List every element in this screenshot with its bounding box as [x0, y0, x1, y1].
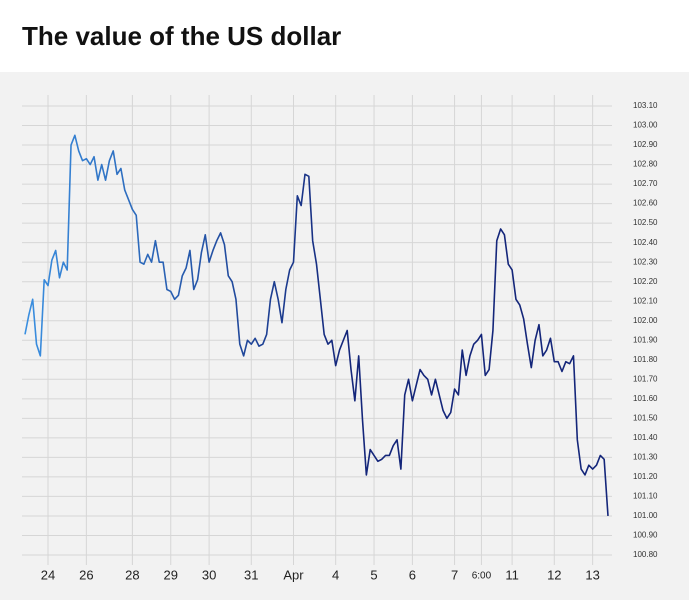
y-tick-label: 101.50	[633, 413, 658, 422]
y-tick-label: 101.90	[633, 335, 658, 344]
x-tick-label: 12	[547, 567, 561, 582]
x-tick-label: 30	[202, 567, 216, 582]
x-tick-label: 28	[125, 567, 139, 582]
y-tick-label: 102.40	[633, 238, 658, 247]
y-tick-label: 101.20	[633, 472, 658, 481]
y-tick-label: 102.60	[633, 199, 658, 208]
y-tick-label: 100.80	[633, 550, 658, 559]
chart-title: The value of the US dollar	[22, 21, 341, 51]
x-tick-label: 11	[505, 567, 519, 582]
y-tick-label: 102.90	[633, 140, 658, 149]
y-tick-label: 102.00	[633, 316, 658, 325]
y-tick-label: 101.80	[633, 355, 658, 364]
line	[24, 134, 609, 517]
y-tick-label: 103.10	[633, 101, 658, 110]
x-tick-label: 6:00	[472, 571, 492, 582]
x-tick-label: 29	[164, 567, 178, 582]
y-tick-label: 102.80	[633, 160, 658, 169]
y-tick-label: 101.40	[633, 433, 658, 442]
y-tick-label: 101.30	[633, 453, 658, 462]
x-tick-label: 26	[79, 567, 93, 582]
y-tick-label: 100.90	[633, 531, 658, 540]
y-tick-label: 101.10	[633, 492, 658, 501]
x-tick-label: 7	[451, 567, 458, 582]
x-tick-label: 5	[370, 567, 377, 582]
y-tick-label: 102.20	[633, 277, 658, 286]
y-tick-label: 102.50	[633, 218, 658, 227]
x-tick-label: 6	[409, 567, 416, 582]
x-tick-label: 13	[585, 567, 599, 582]
x-tick-label: 31	[244, 567, 258, 582]
y-tick-label: 101.70	[633, 374, 658, 383]
y-tick-label: 102.10	[633, 296, 658, 305]
y-tick-label: 101.00	[633, 511, 658, 520]
x-tick-label: 4	[332, 567, 339, 582]
x-tick-label: Apr	[283, 567, 304, 582]
y-tick-label: 102.30	[633, 257, 658, 266]
y-tick-label: 102.70	[633, 179, 658, 188]
y-tick-label: 103.00	[633, 121, 658, 130]
y-tick-label: 101.60	[633, 394, 658, 403]
x-tick-label: 24	[41, 567, 55, 582]
